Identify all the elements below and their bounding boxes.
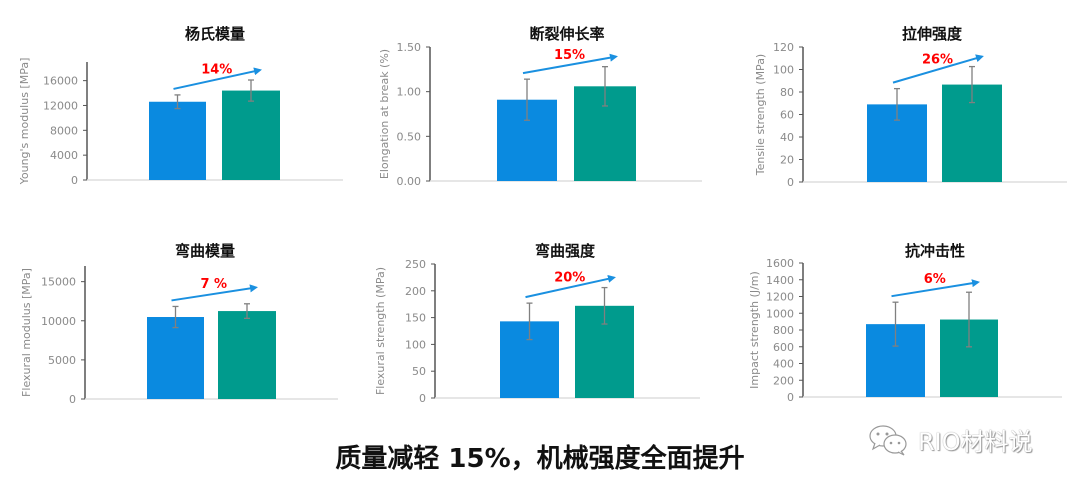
- increase-label: 7 %: [200, 277, 227, 292]
- y-tick-label: 0: [787, 391, 794, 404]
- y-tick-label: 10000: [41, 315, 76, 328]
- y-tick-label: 120: [773, 41, 794, 54]
- y-tick-label: 16000: [43, 75, 78, 88]
- y-tick-label: 0: [787, 176, 794, 189]
- chart-title: 断裂伸长率: [529, 25, 604, 43]
- y-tick-label: 60: [780, 109, 794, 122]
- chart-title: 杨氏模量: [185, 25, 245, 43]
- y-tick-label: 80: [780, 86, 794, 99]
- increase-arrow: [891, 279, 980, 298]
- y-tick-label: 100: [405, 338, 426, 351]
- chart-panel: 杨氏模量 0 4000 8000 12000 16000 Young's modulus […: [18, 25, 343, 187]
- chart-panel: 拉伸强度 0 20 40 60 80 100 120 Tensile strength (MPa…: [754, 25, 1067, 189]
- y-tick-label: 100: [773, 64, 794, 77]
- y-tick-label: 1.50: [397, 41, 422, 54]
- increase-arrow: [173, 67, 262, 90]
- y-tick-label: 20: [780, 154, 794, 167]
- y-tick-label: 0.50: [397, 130, 422, 143]
- increase-label: 20%: [554, 270, 585, 285]
- y-axis-label: Young's modulus [MPa]: [18, 58, 31, 186]
- y-axis-label: Flexural modulus [MPa]: [20, 268, 33, 397]
- y-axis-label: Impact strength (J/m): [748, 271, 761, 389]
- y-tick-label: 1600: [766, 257, 794, 270]
- increase-arrow: [171, 284, 258, 302]
- chart-title: 拉伸强度: [902, 25, 963, 43]
- y-tick-label: 0.00: [397, 175, 422, 188]
- chart-panel: 断裂伸长率 0.00 0.50 1.00 1.50 Elongation at break…: [378, 25, 702, 188]
- y-tick-label: 1.00: [397, 86, 422, 99]
- y-tick-label: 4000: [50, 149, 78, 162]
- y-tick-label: 1000: [766, 307, 794, 320]
- y-tick-label: 5000: [48, 354, 76, 367]
- chart-panel: 弯曲模量 0 5000 10000 15000 Flexural modulus [MPa…: [20, 242, 338, 406]
- wechat-icon: [869, 424, 907, 456]
- bar: [218, 311, 276, 399]
- chart-title: 抗冲击性: [905, 242, 965, 260]
- increase-label: 6%: [924, 272, 946, 287]
- bar: [147, 317, 204, 399]
- y-tick-label: 15000: [41, 276, 76, 289]
- increase-label: 14%: [201, 62, 232, 77]
- y-axis-label: Tensile strength (MPa): [754, 54, 767, 176]
- y-tick-label: 200: [773, 374, 794, 387]
- bar: [149, 101, 206, 180]
- increase-arrow: [525, 274, 616, 299]
- y-tick-label: 400: [773, 358, 794, 371]
- y-tick-label: 50: [412, 365, 426, 378]
- y-tick-label: 12000: [43, 99, 78, 112]
- chart-panel: 抗冲击性 0 200 400 600 800 1000 1200 1400 1600 Impact …: [748, 242, 1062, 404]
- y-tick-label: 0: [69, 393, 76, 406]
- chart-title: 弯曲模量: [175, 242, 235, 260]
- y-tick-label: 600: [773, 341, 794, 354]
- chart-panel: 弯曲强度 0 50 100 150 200 250 Flexural strength (MP…: [374, 242, 700, 405]
- y-tick-label: 800: [773, 324, 794, 337]
- chart-title: 弯曲强度: [535, 242, 596, 260]
- increase-label: 26%: [922, 53, 953, 68]
- y-axis-label: Flexural strength (MPa): [374, 267, 387, 395]
- y-tick-label: 200: [405, 285, 426, 298]
- bar: [222, 90, 280, 180]
- y-tick-label: 0: [71, 174, 78, 187]
- y-axis-label: Elongation at break (%): [378, 49, 391, 179]
- increase-label: 15%: [554, 48, 585, 63]
- y-tick-label: 150: [405, 312, 426, 325]
- increase-arrow: [892, 54, 984, 84]
- y-tick-label: 0: [419, 392, 426, 405]
- watermark-text: RIO材料说: [918, 428, 1033, 456]
- y-tick-label: 1400: [766, 274, 794, 287]
- y-tick-label: 1200: [766, 291, 794, 304]
- watermark: RIO材料说: [868, 422, 1033, 457]
- increase-arrow: [522, 53, 618, 75]
- caption: 质量减轻 15%，机械强度全面提升: [335, 444, 745, 474]
- y-tick-label: 40: [780, 131, 794, 144]
- y-tick-label: 8000: [50, 124, 78, 137]
- y-tick-label: 250: [405, 258, 426, 271]
